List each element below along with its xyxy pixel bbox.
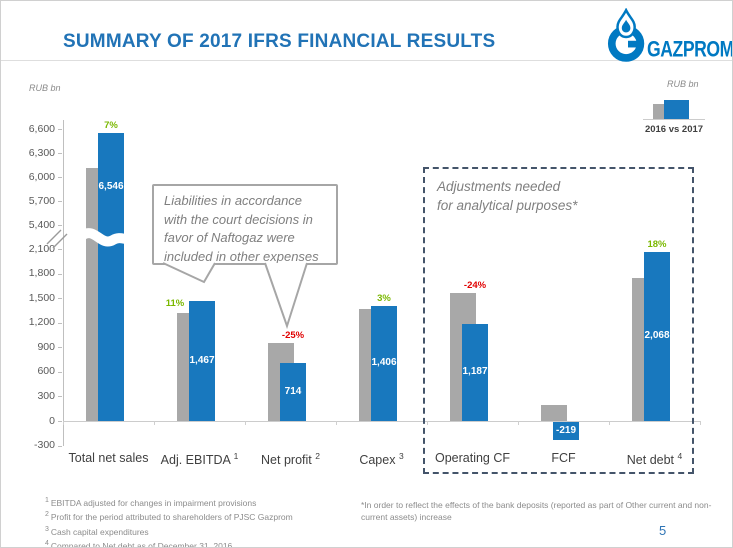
page-number: 5 [659,523,667,538]
y-axis-tick [58,177,62,178]
y-axis-tick [58,129,62,130]
bar-2017-net-profit [280,362,306,421]
category-label-operating-cf: Operating CF [434,451,511,465]
y-axis-tick-label: 300 [37,389,55,402]
y-axis-tick [58,347,62,349]
category-label-capex: Capex 3 [359,451,404,468]
bar-2017-capex [371,305,397,421]
chart-legend: RUB bn 2016 vs 2017 [641,79,711,141]
gazprom-logo-text: GAZPROM [647,38,733,63]
y-axis-tick-label: -300 [33,439,55,452]
bar-2017-fcf [553,422,579,440]
value-label-capex: 1,406 [371,357,397,369]
x-axis-tick [336,421,337,425]
y-axis-tick-label: 1,500 [28,291,55,304]
y-axis-tick [58,322,62,324]
value-label-net-profit: 714 [284,385,302,397]
x-axis-tick [245,421,246,425]
category-label-net-debt: Net debt 4 [626,451,683,468]
header-divider [1,60,732,61]
x-axis-tick [154,421,155,425]
callout-naftogaz: Liabilities in accordance with the court… [152,184,338,265]
legend-swatch-2017 [664,100,689,119]
callout-naftogaz-text: Liabilities in accordance with the court… [164,193,319,264]
y-axis-tick-label: 1,800 [28,267,55,280]
y-axis-tick-label: 6,000 [28,170,55,183]
bar-2017-adj-ebitda [189,300,215,421]
footnote-3: 3 Cash capital expenditures [45,525,149,537]
category-label-fcf: FCF [551,451,576,465]
legend-swatch-2016 [653,104,664,119]
footnote-2: 2 Profit for the period attributed to sh… [45,511,293,523]
y-axis-tick-label: 6,300 [28,146,55,159]
value-label-fcf: -219 [555,424,576,436]
value-label-operating-cf: 1,187 [462,366,488,378]
pct-change-net-debt: 18% [647,238,667,250]
x-axis-tick [63,421,64,425]
footnote-4: 4 Compared to Net debt as of December 31… [45,539,233,548]
x-axis-tick [518,421,519,425]
page-title: SUMMARY OF 2017 IFRS FINANCIAL RESULTS [63,31,496,52]
y-axis-tick [58,249,62,250]
gazprom-logo: GAZPROM [607,7,732,62]
pct-change-total-net-sales: 7% [104,120,118,132]
legend-caption: 2016 vs 2017 [644,124,704,135]
y-axis-tick-label: 2,100 [28,242,55,255]
footnotes-left: 1 EBITDA adjusted for changes in impairm… [45,495,293,548]
pct-change-capex: 3% [377,292,391,304]
x-axis-tick [700,421,701,425]
footnote-asterisk: *In order to reflect the effects of the … [361,500,712,522]
x-axis-line [63,421,700,422]
x-axis-tick [609,421,610,425]
y-axis-tick [58,445,62,447]
value-label-total-net-sales: 6,546 [98,181,124,192]
category-label-total-net-sales: Total net sales [68,451,149,465]
bar-2017-net-debt [644,251,670,421]
y-axis-tick-label: 0 [49,414,55,427]
pct-change-operating-cf: -24% [463,280,487,292]
y-axis-tick [58,298,62,300]
value-label-adj-ebitda: 1,467 [189,354,215,366]
y-axis-tick [58,396,62,398]
y-axis-tick [58,153,62,154]
legend-unit-label: RUB bn [667,79,699,89]
legend-baseline [643,119,705,120]
y-axis-tick [58,273,62,275]
y-axis-tick [58,371,62,373]
bar-2017-operating-cf [462,323,488,421]
y-axis-tick-label: 600 [37,365,55,378]
y-axis-unit-label: RUB bn [29,83,61,93]
adjustments-box-text: Adjustments needed for analytical purpos… [437,179,578,213]
footnote-1: 1 EBITDA adjusted for changes in impairm… [45,497,257,508]
y-axis-tick-label: 1,200 [28,316,55,329]
y-axis-tick [58,225,62,226]
y-axis-tick [58,201,62,202]
y-axis-tick-label: 900 [37,340,55,353]
y-axis-line [63,120,64,446]
x-axis-tick [427,421,428,425]
category-label-adj-ebitda: Adj. EBITDA 1 [160,451,239,468]
bar-2017-total-net-sales [98,133,124,421]
y-axis-tick-label: 5,700 [28,194,55,207]
adjustments-box: Adjustments needed for analytical purpos… [423,167,694,474]
pct-change-adj-ebitda: 11% [165,297,185,309]
bar-2016-fcf [541,404,567,421]
category-label-net-profit: Net profit 2 [261,451,320,468]
gazprom-flame-icon [607,7,645,62]
y-axis-tick-label: 5,400 [28,218,55,231]
pct-change-net-profit: -25% [281,330,305,342]
value-label-net-debt: 2,068 [644,330,670,342]
y-axis-tick [58,421,62,422]
y-axis-tick-label: 6,600 [28,122,55,135]
